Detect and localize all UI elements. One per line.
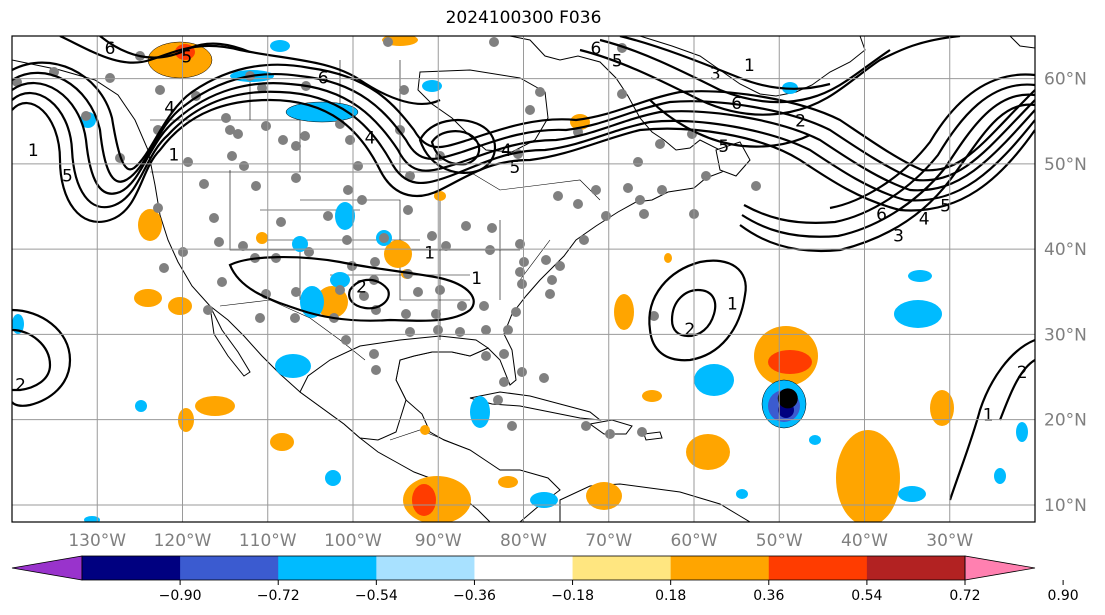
colorbar-segment: [572, 556, 672, 580]
lat-tick-label: 30°N: [1044, 325, 1087, 345]
contour-label: 1: [169, 145, 180, 165]
contour-label: 3: [893, 226, 904, 246]
lon-tick-label: 80°W: [500, 531, 547, 551]
colorbar-label: −0.72: [257, 588, 300, 604]
colorbar-label: 0.36: [753, 588, 784, 604]
lat-tick-label: 20°N: [1044, 411, 1087, 431]
contour-label: 5: [62, 167, 73, 187]
contour-label: 2: [795, 111, 806, 131]
contour-label: 3: [710, 64, 721, 84]
contour-label: 5: [510, 158, 521, 178]
contour-label: 1: [744, 56, 755, 76]
contour-label: 2: [15, 376, 26, 396]
contours: [12, 36, 1035, 501]
colorbar-segment: [768, 556, 868, 580]
contour-label: 4: [501, 141, 512, 161]
lat-tick-label: 50°N: [1044, 155, 1087, 175]
contour-label: 5: [718, 137, 729, 157]
latitude-axis: 60°N 50°N 40°N 30°N 20°N 10°N: [1044, 70, 1087, 516]
colorbar: −0.90 −0.72 −0.54 −0.36 −0.18 0.18 0.36 0.54 0.7…: [11, 555, 1079, 604]
contour-label: 6: [591, 39, 602, 59]
colorbar-segment: [82, 556, 181, 580]
colorbar-label: −0.36: [453, 588, 496, 604]
storm-center-marker: [777, 388, 798, 409]
longitude-axis: 130°W 120°W 110°W 100°W 90°W 80°W 70°W 60°W 50°W…: [68, 531, 973, 551]
contour-label: 1: [471, 269, 482, 289]
colorbar-label: 0.54: [851, 588, 882, 604]
colorbar-label: 0.72: [949, 588, 980, 604]
contour-label: 1: [28, 141, 39, 161]
contour-label: 1: [727, 295, 738, 315]
colorbar-segment: [474, 556, 574, 580]
gridlines: [12, 36, 1035, 522]
colorbar-extend-low: [11, 555, 83, 581]
lat-tick-label: 40°N: [1044, 240, 1087, 260]
lon-tick-label: 90°W: [415, 531, 462, 551]
colorbar-segment: [278, 556, 377, 580]
colorbar-label: −0.90: [159, 588, 202, 604]
lat-tick-label: 10°N: [1044, 496, 1087, 516]
lon-tick-label: 110°W: [239, 531, 297, 551]
station-markers: [12, 37, 761, 439]
contour-label: 5: [181, 47, 192, 67]
lon-tick-label: 100°W: [324, 531, 382, 551]
colorbar-extend-high: [964, 555, 1036, 581]
colorbar-label: −0.18: [551, 588, 594, 604]
map-title: 2024100300 F036: [445, 8, 602, 28]
contour-label: 6: [731, 94, 742, 114]
contour-label: 1: [424, 243, 435, 263]
colorbar-segment: [376, 556, 475, 580]
colorbar-segment: [180, 556, 279, 580]
colorbar-label: −0.54: [355, 588, 398, 604]
contour-label: 2: [356, 278, 367, 298]
lon-tick-label: 70°W: [585, 531, 632, 551]
lon-tick-label: 120°W: [154, 531, 212, 551]
colorbar-outline: [81, 555, 966, 581]
lon-tick-label: 60°W: [671, 531, 718, 551]
contour-label: 4: [365, 128, 376, 148]
colorbar-label: 0.18: [655, 588, 686, 604]
contour-label: 5: [940, 197, 951, 217]
lon-tick-label: 50°W: [756, 531, 803, 551]
contour-label: 6: [105, 39, 116, 59]
lon-tick-label: 30°W: [926, 531, 973, 551]
lon-tick-label: 40°W: [841, 531, 888, 551]
lat-tick-label: 60°N: [1044, 70, 1087, 90]
contour-label: 6: [876, 205, 887, 225]
contour-label: 5: [612, 52, 623, 72]
lon-tick-label: 130°W: [68, 531, 126, 551]
contour-label: 2: [684, 320, 695, 340]
contour-label: 4: [164, 98, 175, 118]
contour-label: 1: [983, 405, 994, 425]
colorbar-segment: [670, 556, 770, 580]
map-border: [11, 35, 1036, 523]
colorbar-segment: [866, 556, 966, 580]
contour-label: 4: [919, 209, 930, 229]
colorbar-label: 0.90: [1048, 588, 1079, 604]
contour-label: 2: [1017, 363, 1028, 383]
